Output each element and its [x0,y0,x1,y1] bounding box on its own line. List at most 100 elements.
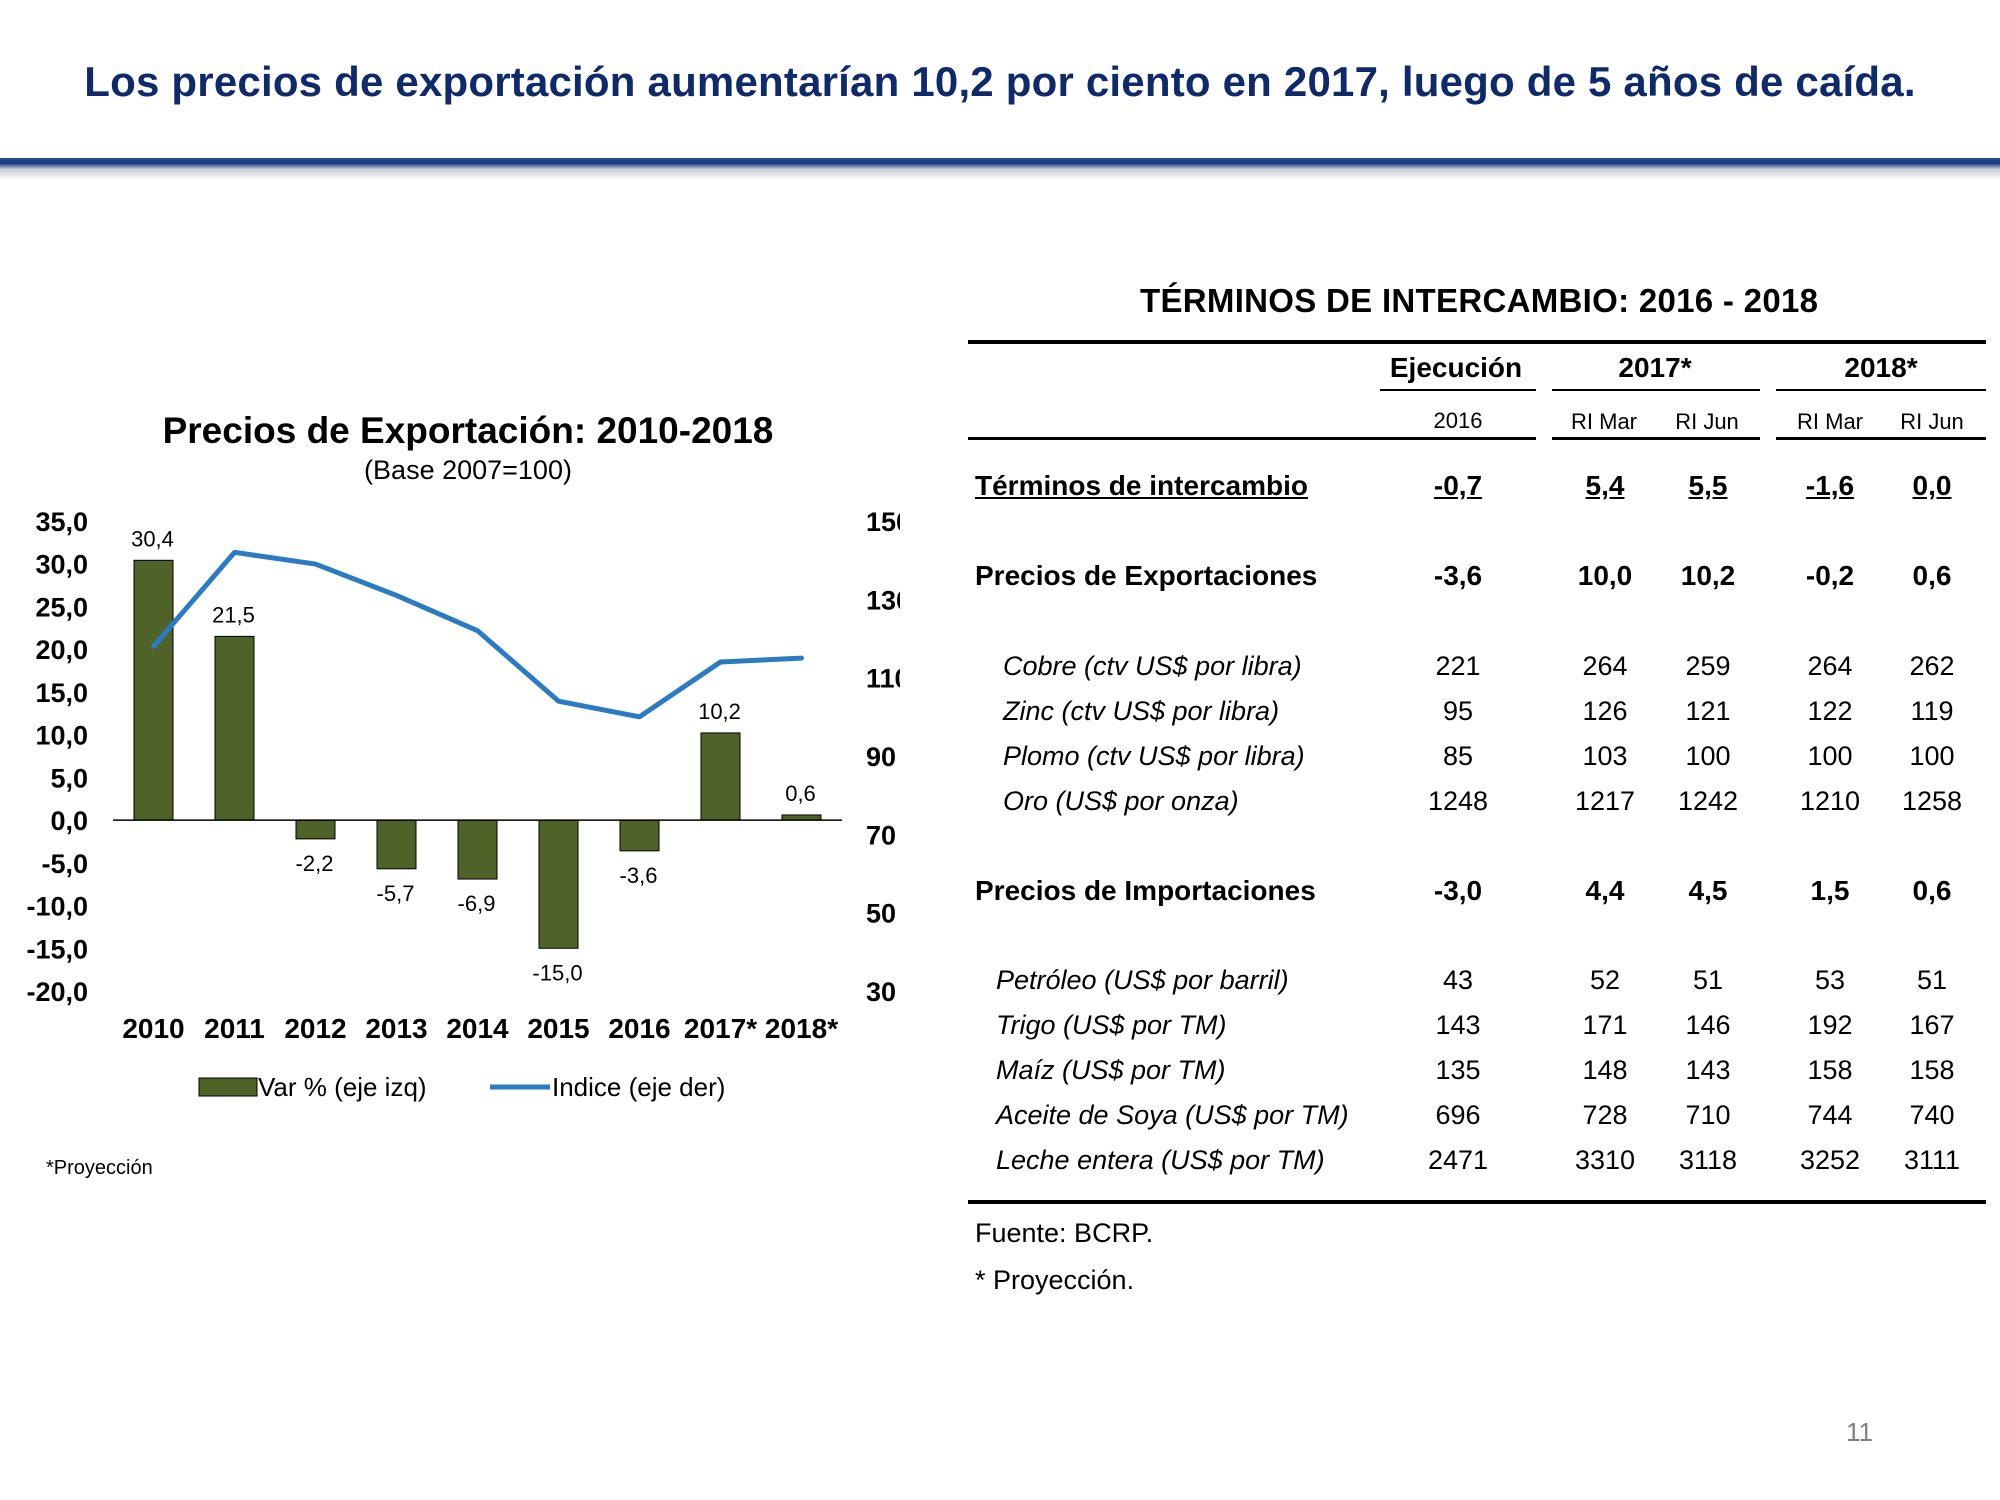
legend-bar-label: Var % (eje izq) [258,1072,427,1102]
bar-data-label: 21,5 [212,602,255,627]
subheader-2017-rimar: RI Mar [1571,409,1637,434]
row-label: Plomo (ctv US$ por libra) [1003,741,1305,771]
cell-2016: 85 [1442,741,1474,771]
row-cobre: Cobre (ctv US$ por libra) 221 264 259 26… [975,651,1985,691]
subheader-2018-rijun: RI Jun [1900,409,1964,434]
cell-2018-rimar: 100 [1807,741,1853,771]
subheader-2018-rimar: RI Mar [1797,409,1863,434]
cell-2017-rijun: 259 [1685,651,1731,681]
row-label: Leche entera (US$ por TM) [996,1145,1325,1175]
bar-2014 [457,819,498,880]
cell-2017-rijun: 10,2 [1680,560,1736,591]
header-2018: 2018* [1844,352,1918,383]
cell-2018-rimar: 122 [1807,696,1853,726]
y-left-tick-label: 20,0 [35,635,88,665]
y-right-tick-label: 130 [866,585,900,615]
y-left-tick-label: 30,0 [35,550,88,580]
row-aceite-soya: Aceite de Soya (US$ por TM) 696 728 710 … [975,1100,1985,1140]
row-label: Términos de intercambio [975,470,1308,501]
row-label: Maíz (US$ por TM) [996,1055,1226,1085]
subheader-rule-2 [1552,437,1760,440]
cell-2017-rimar: 10,0 [1577,560,1633,591]
cell-2017-rijun: 710 [1685,1100,1731,1130]
x-tick-label: 2011 [204,1013,265,1044]
y-left-tick-label: 15,0 [35,678,88,708]
subheader-rule-1 [968,437,1536,440]
cell-2017-rijun: 146 [1685,1010,1731,1040]
x-tick-label: 2012 [284,1013,346,1044]
y-left-tick-label: 5,0 [50,763,88,793]
chart-legend: Var % (eje izq) Indice (eje der) [198,1072,725,1102]
y-right-tick-label: 110 [866,664,900,694]
cell-2018-rijun: 158 [1909,1055,1955,1085]
x-tick-label: 2016 [608,1013,670,1044]
row-oro: Oro (US$ por onza) 1248 1217 1242 1210 1… [975,786,1985,826]
row-label: Aceite de Soya (US$ por TM) [996,1100,1349,1130]
cell-2017-rijun: 1242 [1677,786,1739,816]
cell-2017-rimar: 126 [1582,696,1628,726]
bar-2013 [376,819,417,870]
row-terminos: Términos de intercambio -0,7 5,4 5,5 -1,… [975,470,1985,510]
row-plomo: Plomo (ctv US$ por libra) 85 103 100 100… [975,741,1985,781]
cell-2016: 43 [1442,965,1474,995]
cell-2016: 95 [1442,696,1474,726]
cell-2018-rimar: -1,6 [1805,470,1855,501]
x-tick-label: 2015 [527,1013,589,1044]
cell-2018-rimar: 3252 [1799,1145,1861,1175]
cell-2016: -3,0 [1433,875,1483,906]
row-leche-entera: Leche entera (US$ por TM) 2471 3310 3118… [975,1145,1985,1185]
header-rule-2018 [1776,389,1986,391]
cell-2016: 221 [1435,651,1481,681]
cell-2017-rijun: 4,5 [1688,875,1728,906]
cell-2018-rimar: 192 [1807,1010,1853,1040]
y-right-tick-label: 150 [866,507,900,537]
cell-2018-rijun: 1258 [1901,786,1963,816]
bar-data-label: -2,2 [296,851,334,876]
bar-2015 [538,819,579,949]
row-label: Petróleo (US$ por barril) [996,965,1289,995]
chart-title: Precios de Exportación: 2010-2018 [163,410,774,451]
x-tick-label: 2014 [446,1013,509,1044]
cell-2018-rimar: -0,2 [1805,560,1855,591]
cell-2018-rimar: 53 [1814,965,1846,995]
cell-2018-rimar: 1,5 [1810,875,1850,906]
cell-2018-rijun: 0,6 [1912,560,1952,591]
bar-2010 [133,559,174,821]
chart-footnote: *Proyección [46,1157,153,1179]
export-prices-chart: Precios de Exportación: 2010-2018 (Base … [26,410,900,1102]
bar-data-label: 0,6 [785,781,816,806]
cell-2018-rijun: 3111 [1903,1145,1961,1175]
row-label: Precios de Exportaciones [975,560,1318,591]
legend-bar-swatch [198,1077,258,1097]
row-zinc: Zinc (ctv US$ por libra) 95 126 121 122 … [975,696,1985,736]
cell-2017-rijun: 121 [1685,696,1731,726]
index-line [151,549,804,720]
cell-2017-rimar: 103 [1582,741,1628,771]
title-divider [0,158,2000,170]
subheader-2016: 2016 [1433,408,1483,433]
cell-2018-rijun: 0,6 [1912,875,1952,906]
y-left-tick-label: -15,0 [26,934,88,964]
subheader-rule-3 [1776,437,1986,440]
cell-2017-rimar: 728 [1582,1100,1628,1130]
cell-2018-rimar: 744 [1807,1100,1853,1130]
bar-data-label: 10,2 [698,699,741,724]
cell-2018-rijun: 0,0 [1912,470,1952,501]
cell-2016: -3,6 [1433,560,1483,591]
bar-2016 [619,819,660,852]
bar-2012 [295,819,336,840]
table-bottom-rule [968,1200,1986,1204]
table-source: Fuente: BCRP. [975,1218,1154,1248]
cell-2018-rimar: 158 [1807,1055,1853,1085]
cell-2018-rijun: 119 [1910,696,1954,726]
cell-2017-rimar: 264 [1582,651,1628,681]
y-left-tick-label: 25,0 [35,592,88,622]
y-left-tick-label: -20,0 [26,977,88,1007]
bar-data-label: -6,9 [458,891,496,916]
y-left-tick-label: 0,0 [50,806,88,836]
table-note: * Proyección. [975,1265,1135,1295]
y-right-tick-label: 30 [866,977,896,1007]
cell-2016: -0,7 [1433,470,1483,501]
row-maiz: Maíz (US$ por TM) 135 148 143 158 158 [975,1055,1985,1095]
row-label: Precios de Importaciones [975,875,1316,906]
